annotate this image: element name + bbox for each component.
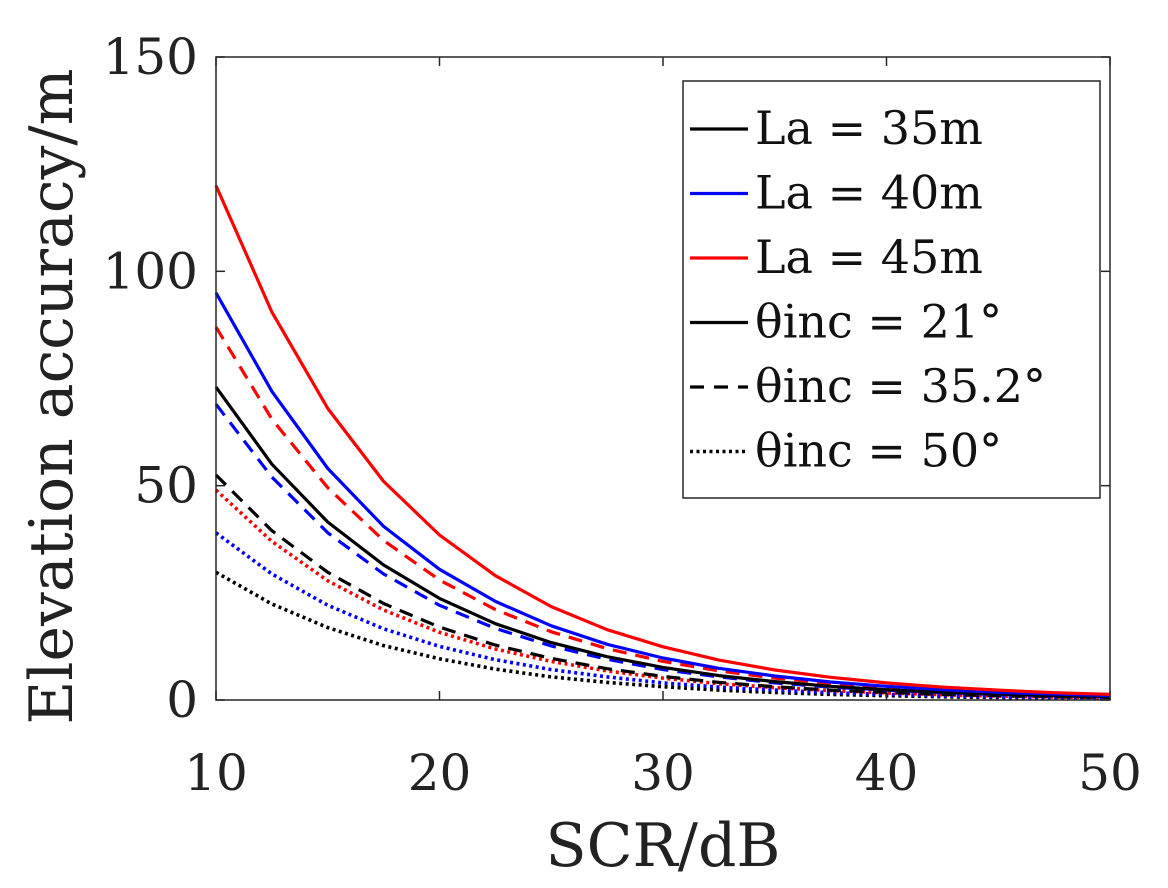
y-tick-label: 50: [134, 457, 198, 515]
legend-label: La = 40m: [755, 166, 983, 220]
y-tick-label: 100: [103, 242, 198, 300]
legend: La = 35m La = 40m La = 45m θinc = 21° θinc =…: [682, 80, 1101, 499]
x-tick-label: 20: [408, 744, 472, 802]
series-line-la-40m-thetainc-21deg: [214, 292, 1111, 698]
series-line-la-35m-thetainc-35-2deg: [214, 473, 1111, 699]
legend-label: θinc = 21°: [755, 295, 1002, 349]
y-axis-label: Elevation accuracy/m: [17, 69, 87, 725]
x-tick-label: 40: [855, 744, 919, 802]
series-line-la-45m-thetainc-21deg: [214, 184, 1111, 696]
series-line-la-40m-thetainc-50deg: [214, 531, 1111, 700]
y-tick-label: 150: [103, 28, 198, 86]
series-line-la-45m-thetainc-50deg: [214, 488, 1111, 700]
series-layer: [214, 184, 1111, 701]
x-tick-label: 10: [184, 744, 248, 802]
x-tick-label: 50: [1078, 744, 1142, 802]
legend-label: θinc = 35.2°: [755, 359, 1046, 413]
legend-label: La = 35m: [755, 101, 983, 155]
legend-box: [682, 80, 1101, 499]
y-tick-label: 0: [166, 671, 198, 729]
series-line-la-35m-thetainc-21deg: [214, 386, 1111, 699]
legend-label: La = 45m: [755, 230, 983, 284]
legend-label: θinc = 50°: [755, 424, 1002, 478]
ticks-layer: 10 20 30 40 50 0 50 100 150: [103, 28, 1142, 802]
series-line-la-35m-thetainc-50deg: [215, 570, 1111, 701]
x-tick-label: 30: [631, 744, 695, 802]
x-axis-label: SCR/dB: [546, 811, 781, 881]
